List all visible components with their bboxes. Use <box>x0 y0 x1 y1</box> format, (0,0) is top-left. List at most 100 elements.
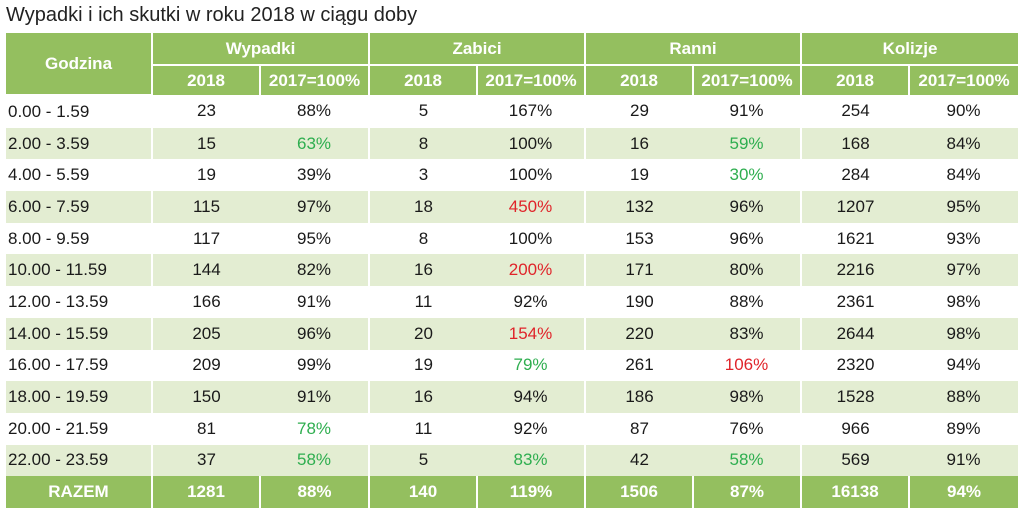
subheader-year: 2018 <box>369 65 478 95</box>
pct-2017-cell: 200% <box>477 254 586 287</box>
total-cell: 16138 <box>801 476 911 509</box>
column-header-godzina: Godzina <box>6 33 153 96</box>
value-2018-cell: 16 <box>369 381 477 413</box>
group-header-zabici: Zabici <box>369 33 586 66</box>
pct-2017-cell: 91% <box>693 95 803 128</box>
value-2018-cell: 16 <box>585 127 693 160</box>
subheader-pct: 2017=100% <box>693 65 803 95</box>
value-2018-cell: 966 <box>801 412 910 445</box>
pct-2017-cell: 84% <box>909 159 1019 192</box>
hour-range-cell: 20.00 - 21.59 <box>6 412 153 445</box>
pct-2017-cell: 167% <box>477 95 586 128</box>
value-2018-cell: 1528 <box>801 381 910 413</box>
value-2018-cell: 81 <box>152 412 260 445</box>
value-2018-cell: 19 <box>585 159 693 192</box>
pct-2017-cell: 106% <box>693 349 803 382</box>
value-2018-cell: 166 <box>152 286 260 318</box>
hour-range-cell: 6.00 - 7.59 <box>6 191 153 223</box>
table-row: 16.00 - 17.59 209 99% 19 79% 261 106% 2320 94% <box>6 349 1019 382</box>
subheader-year: 2018 <box>585 65 694 95</box>
total-cell: 119% <box>477 476 586 509</box>
value-2018-cell: 19 <box>152 159 260 192</box>
pct-2017-cell: 63% <box>260 127 370 160</box>
value-2018-cell: 261 <box>585 349 693 382</box>
pct-2017-cell: 59% <box>693 127 803 160</box>
value-2018-cell: 8 <box>369 127 477 160</box>
pct-2017-cell: 450% <box>477 191 586 223</box>
value-2018-cell: 150 <box>152 381 260 413</box>
value-2018-cell: 18 <box>369 191 477 223</box>
value-2018-cell: 205 <box>152 317 260 350</box>
pct-2017-cell: 97% <box>260 191 370 223</box>
table-title: Wypadki i ich skutki w roku 2018 w ciągu… <box>6 4 418 26</box>
pct-2017-cell: 96% <box>260 317 370 350</box>
table-row: 20.00 - 21.59 81 78% 11 92% 87 76% 966 89% <box>6 412 1019 445</box>
pct-2017-cell: 58% <box>693 444 803 477</box>
pct-2017-cell: 76% <box>693 412 803 445</box>
value-2018-cell: 190 <box>585 286 693 318</box>
value-2018-cell: 29 <box>585 95 693 128</box>
subheader-year: 2018 <box>801 65 911 95</box>
group-header-wypadki: Wypadki <box>152 33 370 66</box>
pct-2017-cell: 80% <box>693 254 803 287</box>
pct-2017-cell: 88% <box>260 95 370 128</box>
pct-2017-cell: 97% <box>909 254 1019 287</box>
table-row: 8.00 - 9.59 117 95% 8 100% 153 96% 1621 93% <box>6 222 1019 255</box>
pct-2017-cell: 92% <box>477 286 586 318</box>
value-2018-cell: 117 <box>152 222 260 255</box>
pct-2017-cell: 39% <box>260 159 370 192</box>
subheader-pct: 2017=100% <box>477 65 586 95</box>
value-2018-cell: 254 <box>801 95 910 128</box>
value-2018-cell: 132 <box>585 191 693 223</box>
value-2018-cell: 20 <box>369 317 477 350</box>
total-row: RAZEM 1281 88% 140 119% 1506 87% 16138 9… <box>6 476 1019 509</box>
pct-2017-cell: 98% <box>909 286 1019 318</box>
pct-2017-cell: 91% <box>909 444 1019 477</box>
pct-2017-cell: 98% <box>909 317 1019 350</box>
pct-2017-cell: 100% <box>477 127 586 160</box>
value-2018-cell: 5 <box>369 444 477 477</box>
pct-2017-cell: 89% <box>909 412 1019 445</box>
total-cell: 1281 <box>152 476 261 509</box>
pct-2017-cell: 95% <box>909 191 1019 223</box>
value-2018-cell: 8 <box>369 222 477 255</box>
pct-2017-cell: 99% <box>260 349 370 382</box>
value-2018-cell: 1207 <box>801 191 910 223</box>
pct-2017-cell: 91% <box>260 286 370 318</box>
value-2018-cell: 11 <box>369 412 477 445</box>
value-2018-cell: 569 <box>801 444 910 477</box>
table-row: 22.00 - 23.59 37 58% 5 83% 42 58% 569 91% <box>6 444 1019 477</box>
table-row: 12.00 - 13.59 166 91% 11 92% 190 88% 2361 98% <box>6 286 1019 318</box>
pct-2017-cell: 98% <box>693 381 803 413</box>
total-cell: 1506 <box>585 476 694 509</box>
pct-2017-cell: 83% <box>693 317 803 350</box>
value-2018-cell: 87 <box>585 412 693 445</box>
hour-range-cell: 10.00 - 11.59 <box>6 254 153 287</box>
value-2018-cell: 5 <box>369 95 477 128</box>
pct-2017-cell: 79% <box>477 349 586 382</box>
value-2018-cell: 171 <box>585 254 693 287</box>
value-2018-cell: 11 <box>369 286 477 318</box>
pct-2017-cell: 100% <box>477 159 586 192</box>
value-2018-cell: 37 <box>152 444 260 477</box>
hour-range-cell: 18.00 - 19.59 <box>6 381 153 413</box>
pct-2017-cell: 96% <box>693 222 803 255</box>
subheader-pct: 2017=100% <box>260 65 370 95</box>
total-cell: 94% <box>909 476 1019 509</box>
value-2018-cell: 153 <box>585 222 693 255</box>
pct-2017-cell: 88% <box>693 286 803 318</box>
value-2018-cell: 2216 <box>801 254 910 287</box>
pct-2017-cell: 83% <box>477 444 586 477</box>
hour-range-cell: 12.00 - 13.59 <box>6 286 153 318</box>
pct-2017-cell: 96% <box>693 191 803 223</box>
total-cell: 88% <box>260 476 370 509</box>
table-row: 6.00 - 7.59 115 97% 18 450% 132 96% 1207 95% <box>6 191 1019 223</box>
value-2018-cell: 284 <box>801 159 910 192</box>
value-2018-cell: 2320 <box>801 349 910 382</box>
value-2018-cell: 115 <box>152 191 260 223</box>
pct-2017-cell: 58% <box>260 444 370 477</box>
pct-2017-cell: 90% <box>909 95 1019 128</box>
table-body: 0.00 - 1.59 23 88% 5 167% 29 91% 254 90% 2.00 - 3… <box>6 95 1019 477</box>
hour-range-cell: 0.00 - 1.59 <box>6 95 153 128</box>
table-row: 0.00 - 1.59 23 88% 5 167% 29 91% 254 90% <box>6 95 1019 128</box>
